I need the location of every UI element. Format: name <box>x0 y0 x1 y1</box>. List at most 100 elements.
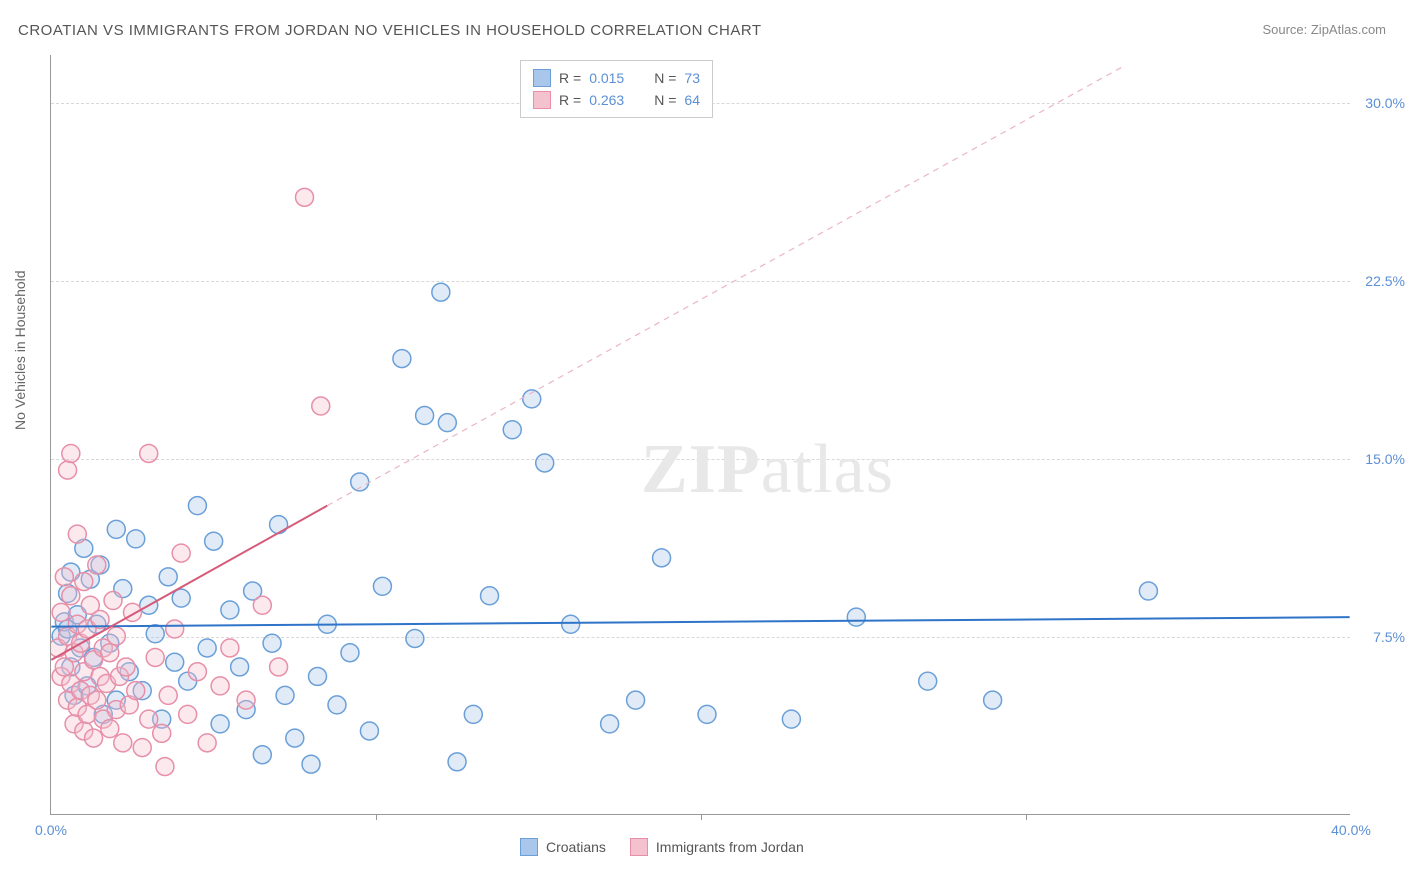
legend-r-value: 0.015 <box>589 67 624 89</box>
data-point <box>188 497 206 515</box>
legend-row: R =0.263N =64 <box>533 89 700 111</box>
legend-n-label: N = <box>654 67 676 89</box>
data-point <box>253 596 271 614</box>
legend-r-label: R = <box>559 89 581 111</box>
correlation-legend: R = 0.015 N = 73R = 0.263 N = 64 <box>520 60 713 118</box>
legend-item: Croatians <box>520 838 606 856</box>
data-point <box>153 724 171 742</box>
data-point <box>211 677 229 695</box>
data-point <box>127 682 145 700</box>
data-point <box>159 568 177 586</box>
data-point <box>698 705 716 723</box>
data-point <box>270 658 288 676</box>
chart-plot-area: ZIPatlas 7.5%15.0%22.5%30.0%0.0%40.0% <box>50 55 1350 815</box>
legend-r-label: R = <box>559 67 581 89</box>
data-point <box>464 705 482 723</box>
legend-swatch <box>520 838 538 856</box>
data-point <box>312 397 330 415</box>
data-point <box>416 407 434 425</box>
data-point <box>296 188 314 206</box>
data-point <box>432 283 450 301</box>
legend-series-label: Croatians <box>546 839 606 855</box>
data-point <box>270 516 288 534</box>
data-point <box>221 601 239 619</box>
data-point <box>101 644 119 662</box>
data-point <box>62 587 80 605</box>
data-point <box>166 620 184 638</box>
data-point <box>205 532 223 550</box>
data-point <box>1139 582 1157 600</box>
data-point <box>341 644 359 662</box>
data-point <box>188 663 206 681</box>
data-point <box>62 444 80 462</box>
data-point <box>133 739 151 757</box>
data-point <box>127 530 145 548</box>
data-point <box>782 710 800 728</box>
data-point <box>146 648 164 666</box>
data-point <box>438 414 456 432</box>
data-point <box>172 544 190 562</box>
data-point <box>117 658 135 676</box>
legend-series-label: Immigrants from Jordan <box>656 839 804 855</box>
source-attribution: Source: ZipAtlas.com <box>1262 22 1386 37</box>
data-point <box>85 729 103 747</box>
data-point <box>107 520 125 538</box>
data-point <box>55 568 73 586</box>
legend-item: Immigrants from Jordan <box>630 838 804 856</box>
data-point <box>88 556 106 574</box>
data-point <box>166 653 184 671</box>
data-point <box>101 720 119 738</box>
x-tick-label: 0.0% <box>35 822 67 838</box>
legend-n-value: 73 <box>684 67 700 89</box>
data-point <box>286 729 304 747</box>
data-point <box>373 577 391 595</box>
data-point <box>211 715 229 733</box>
y-tick-label: 22.5% <box>1355 273 1405 289</box>
data-point <box>159 686 177 704</box>
data-point <box>198 734 216 752</box>
x-tick-mark <box>376 814 377 820</box>
data-point <box>179 705 197 723</box>
data-point <box>52 603 70 621</box>
y-tick-label: 15.0% <box>1355 451 1405 467</box>
legend-n-value: 64 <box>684 89 700 111</box>
scatter-plot-svg <box>51 55 1350 814</box>
data-point <box>627 691 645 709</box>
data-point <box>263 634 281 652</box>
data-point <box>536 454 554 472</box>
data-point <box>919 672 937 690</box>
data-point <box>140 710 158 728</box>
data-point <box>448 753 466 771</box>
data-point <box>406 629 424 647</box>
data-point <box>653 549 671 567</box>
legend-swatch <box>533 69 551 87</box>
data-point <box>302 755 320 773</box>
x-tick-mark <box>701 814 702 820</box>
legend-swatch <box>630 838 648 856</box>
data-point <box>601 715 619 733</box>
series-legend: Croatians Immigrants from Jordan <box>520 838 804 856</box>
x-tick-mark <box>1026 814 1027 820</box>
legend-row: R = 0.015 N = 73 <box>533 67 700 89</box>
data-point <box>276 686 294 704</box>
y-axis-label: No Vehicles in Household <box>12 270 28 430</box>
data-point <box>562 615 580 633</box>
data-point <box>328 696 346 714</box>
data-point <box>360 722 378 740</box>
data-point <box>237 691 255 709</box>
trend-line <box>51 617 1349 626</box>
data-point <box>68 525 86 543</box>
data-point <box>107 627 125 645</box>
data-point <box>253 746 271 764</box>
legend-r-value: 0.263 <box>589 89 624 111</box>
data-point <box>481 587 499 605</box>
data-point <box>847 608 865 626</box>
data-point <box>59 461 77 479</box>
data-point <box>156 758 174 776</box>
data-point <box>104 592 122 610</box>
data-point <box>984 691 1002 709</box>
data-point <box>221 639 239 657</box>
chart-title: CROATIAN VS IMMIGRANTS FROM JORDAN NO VE… <box>18 22 762 39</box>
x-tick-label: 40.0% <box>1331 822 1371 838</box>
data-point <box>231 658 249 676</box>
